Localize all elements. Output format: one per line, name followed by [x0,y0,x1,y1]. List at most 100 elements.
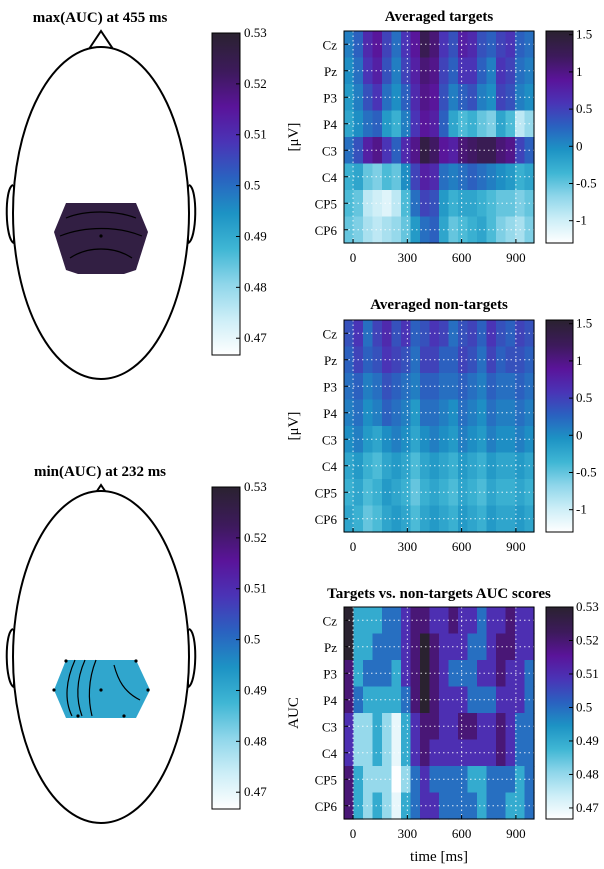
channel-label: P4 [323,406,337,421]
x-tick-label: 600 [452,826,472,841]
channel-label: Cz [323,37,338,52]
heatmap-cell [496,190,507,218]
channel-label: P3 [323,90,337,105]
channel-label: CP5 [315,196,337,211]
heatmap-cell [477,346,488,374]
heatmap-cell [382,31,393,59]
heatmap-cell [467,660,478,688]
channel-label: C3 [322,143,337,158]
heatmap-cell [477,686,488,714]
heatmap-cell [486,505,497,533]
heatmap-cell [372,110,383,138]
heatmap-cell [486,110,497,138]
heatmap-cell [382,320,393,348]
heatmap-cell [372,163,383,191]
heatmap-cell [496,346,507,374]
heatmap-cell [401,660,412,688]
colorbar-tick-label: 0.51 [244,581,267,596]
y-axis-label: [μV] [286,123,302,152]
colorbar-tick-label: 0.48 [244,279,267,294]
colorbar-tick-label: 0.48 [576,766,599,781]
channel-label: C3 [322,719,337,734]
heatmap-cell [382,216,393,244]
heatmap-cell [372,426,383,454]
heatmap-cell [458,137,469,165]
heatmap-cell [496,607,507,635]
heatmap-cell [448,373,459,401]
electrode-marker [122,714,126,718]
heatmap-cell [391,110,402,138]
channel-label: C4 [322,746,338,761]
heatmap-cell [410,633,421,661]
electrode-marker [99,234,103,238]
heatmap-cell [372,607,383,635]
heatmap-cell [467,739,478,767]
heatmap-cell [486,607,497,635]
heatmap-cell [467,766,478,794]
heatmap-cell [410,346,421,374]
heatmap-cell [448,479,459,507]
heatmap-frame [343,319,535,533]
heatmap-cell [382,452,393,480]
channel-label: CP5 [315,772,337,787]
heatmap-cell [467,505,478,533]
heatmap-cell [401,633,412,661]
heatmap-cell [382,633,393,661]
heatmap-cell [467,216,478,244]
channel-label: CP6 [315,799,338,814]
heatmap-cell [467,137,478,165]
channel-label: P3 [323,666,337,681]
heatmap-cell [486,346,497,374]
heatmap-cell [410,452,421,480]
x-tick-label: 900 [506,250,526,265]
colorbar-tick-label: 0.53 [244,25,267,40]
colorbar-ticks: 0.53 0.52 0.51 0.5 0.49 0.48 0.47 [236,479,267,799]
heatmap-cell [496,633,507,661]
heatmap-cell [458,346,469,374]
colorbar-tick-label: -0.5 [576,175,597,190]
heatmap-cell [486,216,497,244]
heatmap-cell [410,163,421,191]
heatmap-cell [391,216,402,244]
heatmap-cell [477,190,488,218]
heatmap-cell [372,479,383,507]
heatmap-cell [372,84,383,112]
heatmap-cell [486,713,497,741]
electrode-marker [52,688,56,692]
heatmap-cell [382,110,393,138]
channel-label: Cz [323,326,338,341]
heatmap-cell [448,660,459,688]
channel-label: Pz [324,64,337,79]
heatmap-cell [401,479,412,507]
heatmap-cell [363,713,374,741]
heatmap-cell [477,505,488,533]
heatmap-cell [382,84,393,112]
heatmap-cell [477,216,488,244]
heatmap-cell [458,190,469,218]
heatmap-frame [343,606,535,820]
heatmap-cell [391,57,402,85]
heatmap-cell [391,31,402,59]
heatmap-cell [363,399,374,427]
heatmap-cell [372,320,383,348]
heatmap-cell [496,320,507,348]
heatmap-cell [467,633,478,661]
heatmap-cell [410,137,421,165]
colorbar-tick-label: -1 [576,502,587,517]
heatmap-cell [486,373,497,401]
heatmap-cell [372,216,383,244]
heatmap-cell [410,686,421,714]
heatmap-cell [391,452,402,480]
heatmap-cell [448,792,459,820]
heatmap-cell [467,479,478,507]
heatmap-cell [496,766,507,794]
heatmap-cell [486,660,497,688]
heatmap-cell [372,739,383,767]
colorbar-gradient [545,30,574,244]
heatmap-cell [486,137,497,165]
heatmap-cell [477,31,488,59]
topoplot-min: min(AUC) at 232 ms [5,464,197,824]
heatmap-cell [477,739,488,767]
x-tick-label: 600 [452,539,472,554]
channel-label: P4 [323,117,337,132]
